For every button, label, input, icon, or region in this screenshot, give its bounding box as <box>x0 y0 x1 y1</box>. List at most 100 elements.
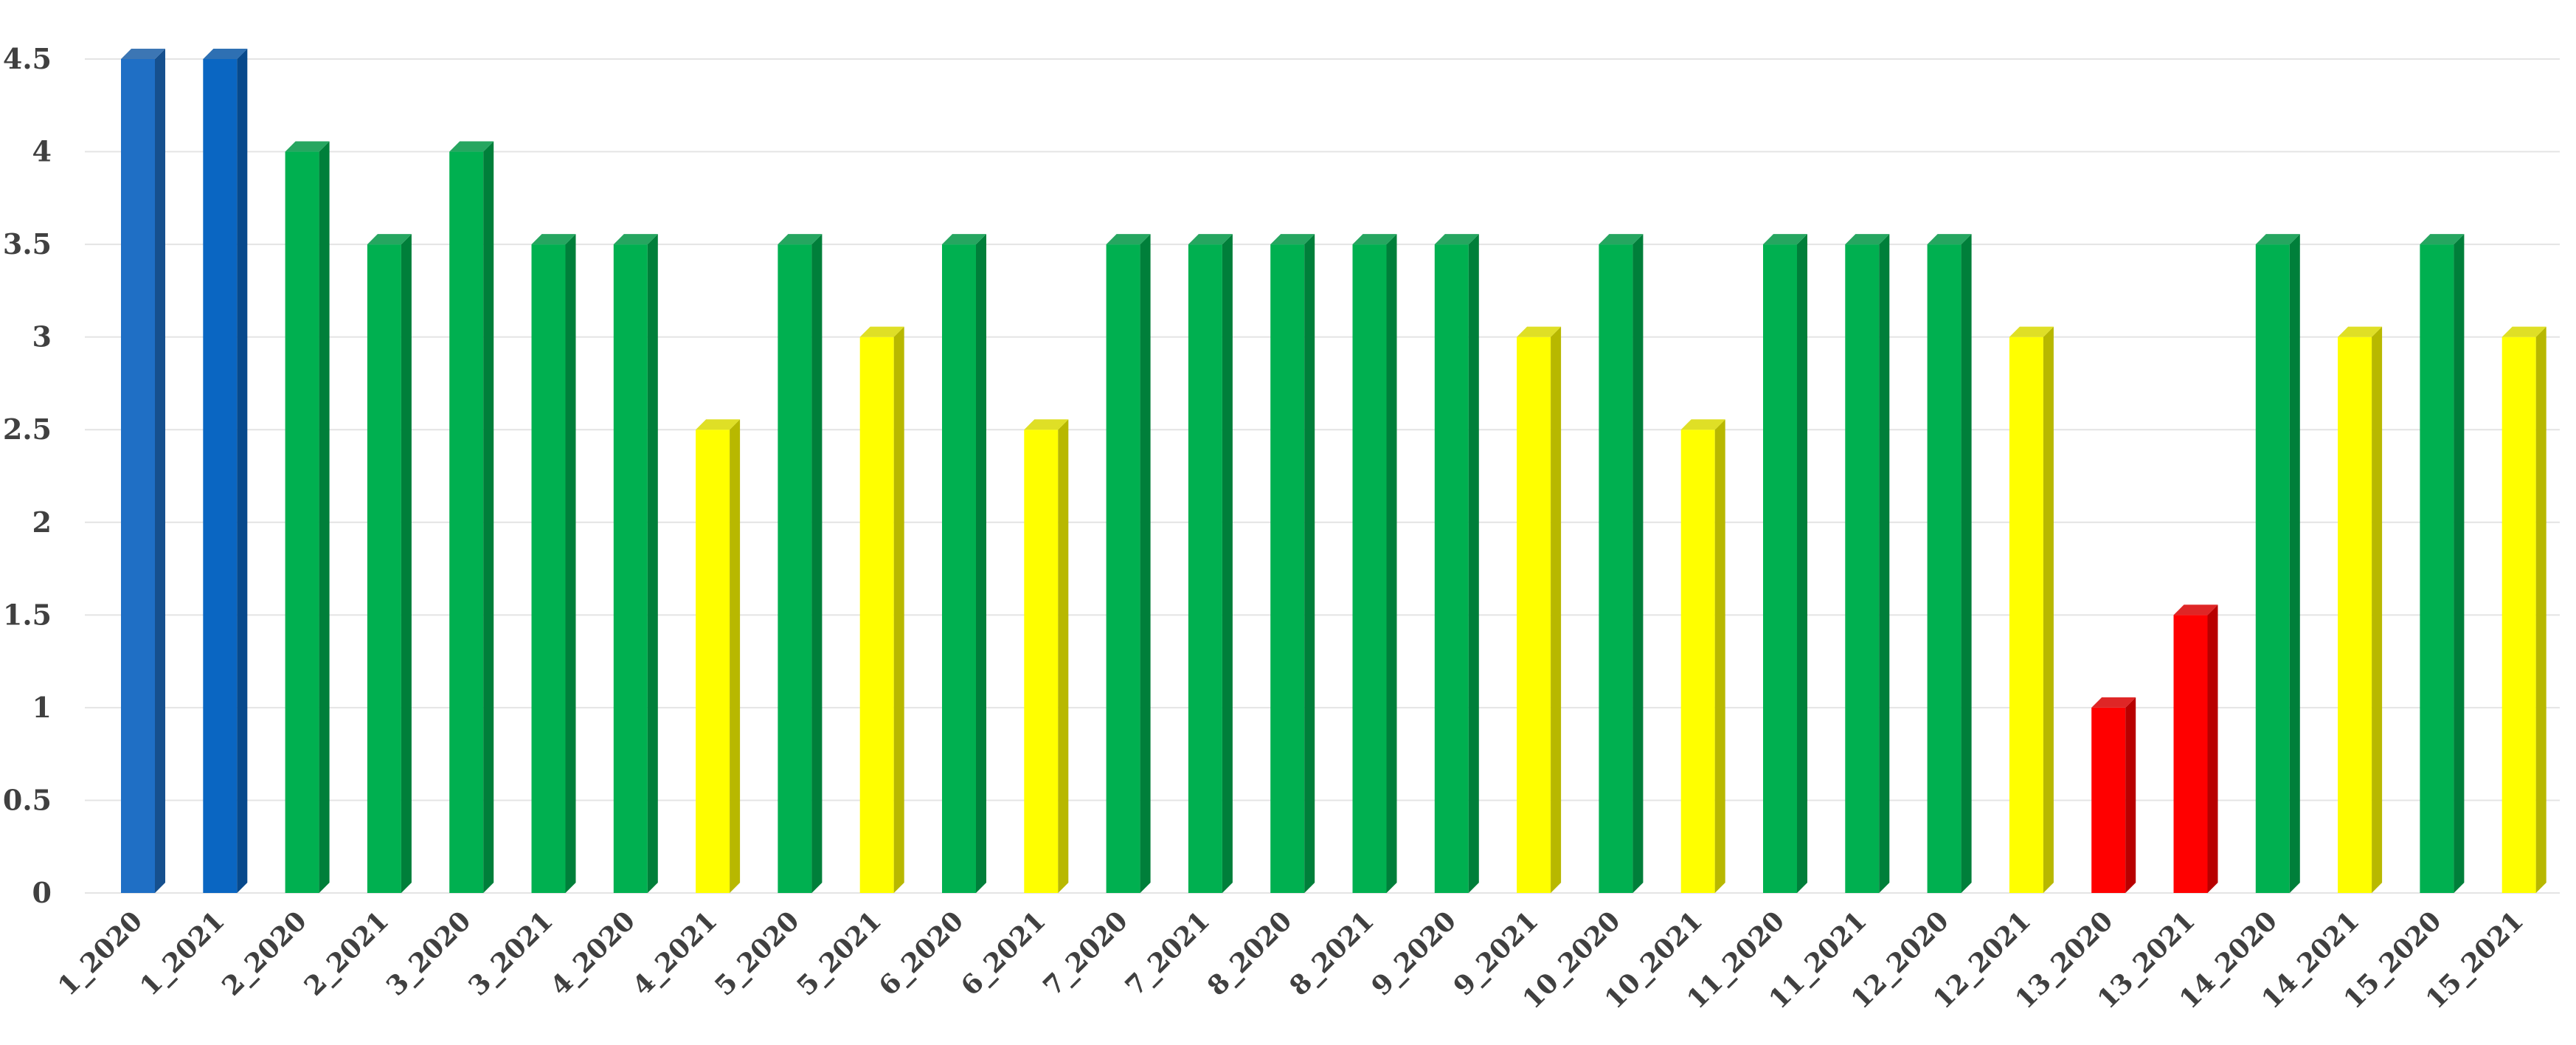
bar-front <box>1927 244 1962 894</box>
bar-side <box>2125 697 2136 893</box>
bar-top <box>1270 234 1315 245</box>
bar-top <box>1599 234 1644 245</box>
bar-front <box>696 430 730 893</box>
bar-7_2020 <box>1106 234 1151 894</box>
bar-11_2020 <box>1763 234 1807 894</box>
bar-front <box>367 244 401 894</box>
bar-6_2021 <box>1024 419 1069 893</box>
y-tick-label: 2 <box>32 506 52 539</box>
bar-8_2021 <box>1352 234 1397 894</box>
bar-side <box>976 234 986 894</box>
bar-top <box>2420 234 2465 245</box>
bar-front <box>613 244 648 894</box>
bar-side <box>1632 234 1644 894</box>
bar-top <box>2173 604 2218 615</box>
bar-side <box>1961 234 1972 894</box>
bar-front <box>1188 244 1222 894</box>
bar-side <box>1386 234 1397 894</box>
bar-9_2021 <box>1517 326 1562 894</box>
bar-6_2020 <box>942 234 986 894</box>
bar-side <box>565 234 576 894</box>
bar-side <box>893 326 904 894</box>
bar-top <box>367 234 412 245</box>
x-axis-ticks: 1_20201_20212_20202_20213_20203_20214_20… <box>52 906 2530 1015</box>
bar-top <box>1845 234 1890 245</box>
gridlines <box>85 58 2560 894</box>
bar-side <box>1140 234 1151 894</box>
bar-front <box>285 151 319 894</box>
x-tick-label: 7_2020 <box>1037 906 1134 1002</box>
bar-top <box>2338 326 2383 337</box>
x-tick-label: 5_2020 <box>709 906 806 1002</box>
bar-side <box>1304 234 1315 894</box>
y-tick-label: 1 <box>32 691 52 724</box>
bar-front <box>1517 337 1551 894</box>
bar-side <box>2207 604 2218 893</box>
x-tick-label: 4_2021 <box>626 906 723 1002</box>
bar-front <box>203 59 238 893</box>
bar-15_2021 <box>2501 326 2546 894</box>
bar-top <box>1024 419 1069 430</box>
bar-top <box>531 234 576 245</box>
bar-top <box>859 326 904 337</box>
bar-front <box>2501 337 2536 894</box>
bar-front <box>1024 430 1059 893</box>
bar-3_2021 <box>531 234 576 894</box>
bar-side <box>647 234 658 894</box>
bar-side <box>483 141 494 894</box>
bar-top <box>449 141 494 152</box>
x-tick-label: 8_2020 <box>1202 906 1298 1002</box>
bar-side <box>1797 234 1807 894</box>
bar-1_2021 <box>203 49 248 893</box>
bar-front <box>1845 244 1880 894</box>
bar-front <box>2420 244 2454 894</box>
bar-front <box>1680 430 1715 893</box>
bar-top <box>2091 697 2136 708</box>
bar-front <box>121 59 155 893</box>
bar-top <box>778 234 823 245</box>
y-tick-label: 3 <box>32 320 52 353</box>
bar-side <box>155 49 165 893</box>
bar-top <box>1352 234 1397 245</box>
bar-13_2020 <box>2091 697 2136 893</box>
bar-front <box>449 151 484 894</box>
y-axis-ticks: 0 0.5 1 1.5 2 2.5 3 3.5 4 4.5 <box>3 42 52 909</box>
x-tick-label: 7_2021 <box>1119 906 1216 1002</box>
x-tick-label: 3_2021 <box>463 906 559 1002</box>
bar-11_2021 <box>1845 234 1890 894</box>
bar-side <box>730 419 741 893</box>
bar-8_2020 <box>1270 234 1315 894</box>
y-tick-label: 4 <box>32 135 52 168</box>
bar-front <box>1106 244 1140 894</box>
bar-side <box>1222 234 1233 894</box>
bar-side <box>319 141 330 894</box>
bar-front <box>531 244 566 894</box>
bar-top <box>1763 234 1807 245</box>
bar-side <box>2043 326 2054 894</box>
bar-2_2020 <box>285 141 330 894</box>
bar-front <box>2255 244 2290 894</box>
bar-side <box>2535 326 2546 894</box>
bar-top <box>2501 326 2546 337</box>
bar-top <box>285 141 330 152</box>
bar-front <box>2173 615 2208 893</box>
bar-4_2021 <box>696 419 741 893</box>
bar-top <box>1517 326 1562 337</box>
y-tick-label: 1.5 <box>3 598 52 631</box>
y-tick-label: 2.5 <box>3 413 52 446</box>
x-tick-label: 1_2020 <box>52 906 148 1002</box>
y-tick-label: 0.5 <box>3 783 52 816</box>
x-tick-label: 6_2021 <box>955 906 1052 1002</box>
bar-front <box>859 337 894 894</box>
bars <box>121 49 2546 894</box>
bar-front <box>1352 244 1387 894</box>
bar-10_2020 <box>1599 234 1644 894</box>
bar-top <box>1188 234 1233 245</box>
bar-side <box>2289 234 2300 894</box>
bar-top <box>1106 234 1151 245</box>
bar-front <box>942 244 976 894</box>
bar-top <box>1927 234 1972 245</box>
x-tick-label: 3_2020 <box>381 906 477 1002</box>
